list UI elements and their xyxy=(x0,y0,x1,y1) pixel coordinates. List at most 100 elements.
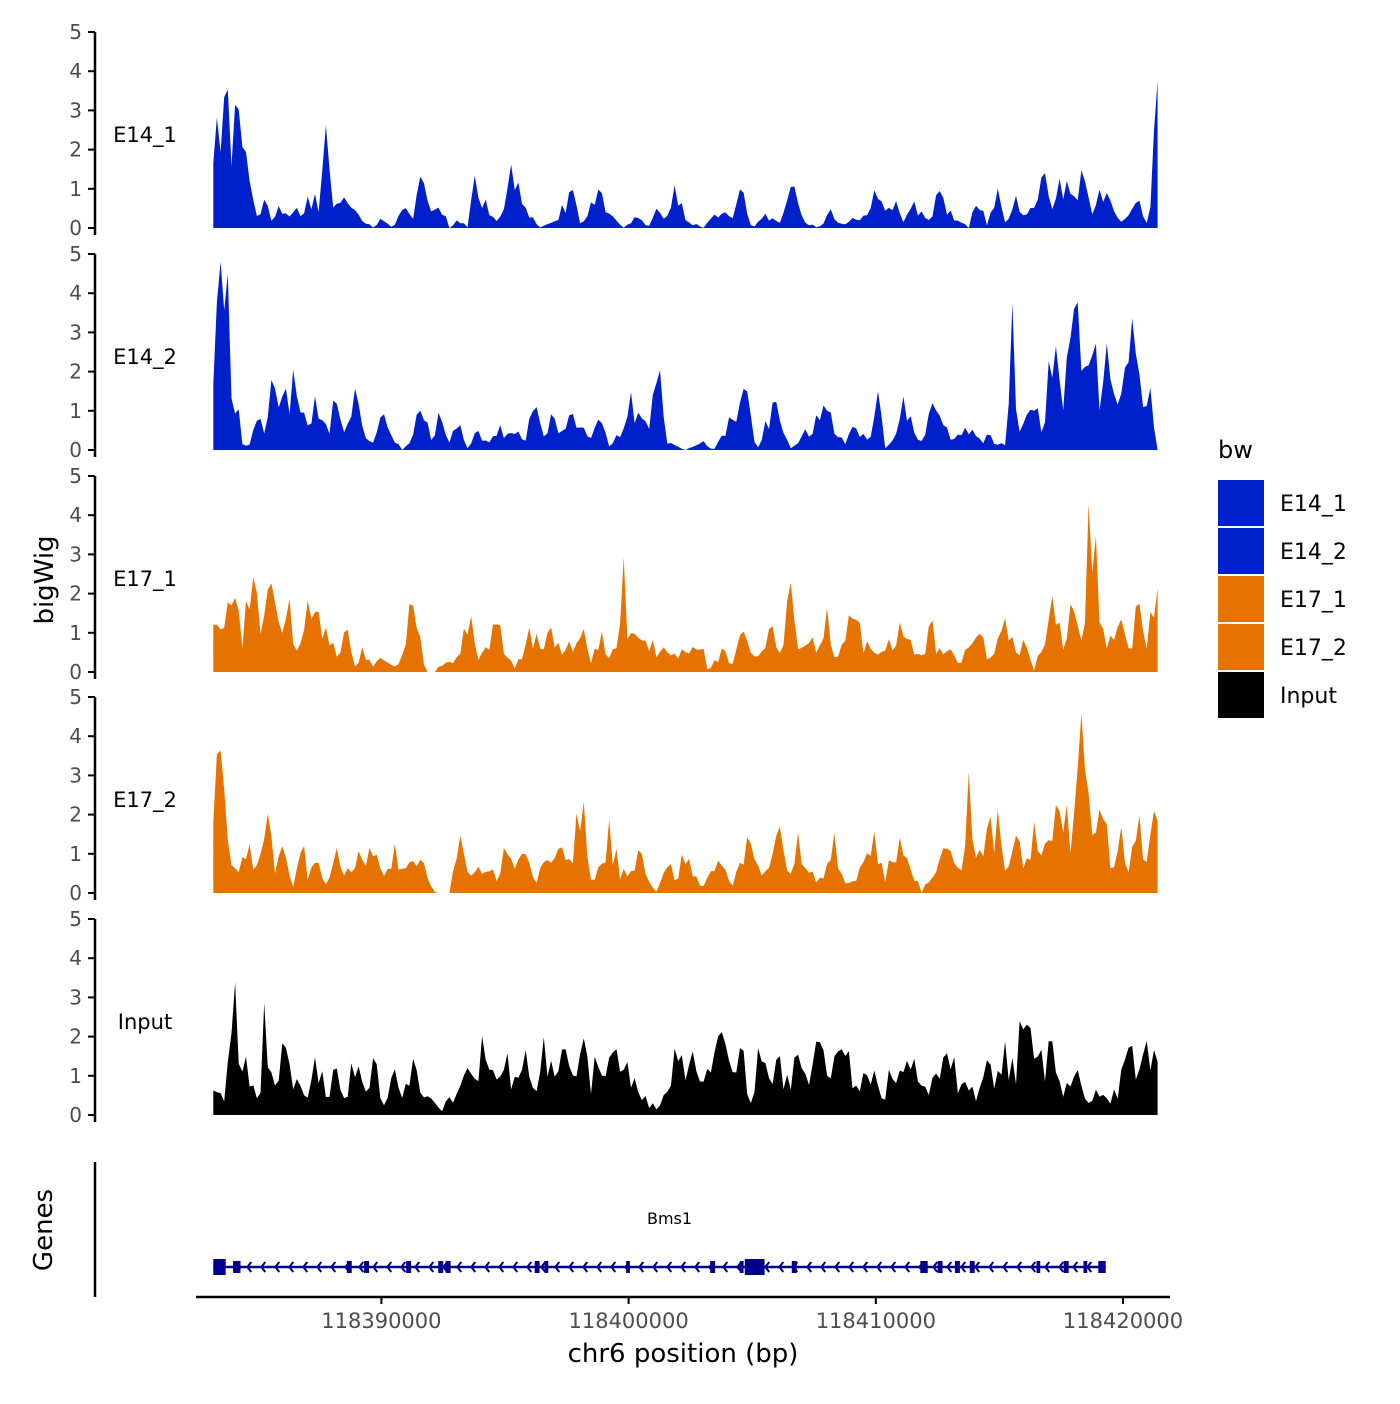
track-label: E14_1 xyxy=(113,123,177,148)
x-axis-label: chr6 position (bp) xyxy=(568,1339,799,1369)
track-e17-1: 0 1 2 3 4 5 E17_1 xyxy=(69,464,1158,684)
coverage-area xyxy=(213,982,1158,1115)
y-tick-label: 5 xyxy=(69,242,82,266)
legend-swatch xyxy=(1218,480,1264,526)
strand-arrow xyxy=(820,1261,827,1273)
strand-arrow xyxy=(498,1261,505,1273)
strand-arrow xyxy=(330,1261,337,1273)
y-tick-label: 4 xyxy=(69,59,82,83)
track-label: E17_2 xyxy=(113,788,177,813)
legend-label: E17_2 xyxy=(1280,636,1347,661)
strand-arrow xyxy=(400,1261,407,1273)
y-tick-label: 2 xyxy=(69,138,82,162)
coverage-area xyxy=(213,81,1158,228)
gene-exon xyxy=(969,1261,975,1273)
strand-arrow xyxy=(890,1261,897,1273)
legend-label: E17_1 xyxy=(1280,588,1347,613)
legend-swatch xyxy=(1218,624,1264,670)
strand-arrow xyxy=(932,1261,939,1273)
strand-arrow xyxy=(540,1261,547,1273)
strand-arrow xyxy=(666,1261,673,1273)
tracks: 0 1 2 3 4 5 E14_1 0 1 2 3 4 5 E14_2 0 1 2 3 4 5 E17_1 0 1 2 3 4 5 E… xyxy=(69,20,1158,1127)
genes-axis-label: Genes xyxy=(29,1189,59,1271)
y-tick-label: 4 xyxy=(69,503,82,527)
strand-arrow xyxy=(512,1261,519,1273)
x-tick-label: 118420000 xyxy=(1063,1309,1183,1333)
y-tick-label: 5 xyxy=(69,20,82,44)
legend: bw E14_1 E14_2 E17_1 E17_2 Input xyxy=(1218,436,1347,718)
x-tick-label: 118390000 xyxy=(321,1309,441,1333)
y-tick-label: 1 xyxy=(69,842,82,866)
strand-arrow xyxy=(484,1261,491,1273)
gene-exon xyxy=(346,1261,352,1273)
strand-arrow xyxy=(428,1261,435,1273)
strand-arrow xyxy=(722,1261,729,1273)
track-label: E14_2 xyxy=(113,345,177,370)
y-tick-label: 5 xyxy=(69,464,82,488)
y-tick-label: 4 xyxy=(69,281,82,305)
strand-arrow xyxy=(652,1261,659,1273)
strand-arrow xyxy=(974,1261,981,1273)
y-tick-label: 3 xyxy=(69,542,82,566)
gene-exon xyxy=(954,1261,960,1273)
strand-arrow xyxy=(288,1261,295,1273)
strand-arrow xyxy=(1044,1261,1051,1273)
strand-arrow xyxy=(470,1261,477,1273)
strand-arrow xyxy=(680,1261,687,1273)
y-tick-label: 1 xyxy=(69,399,82,423)
strand-arrow xyxy=(1072,1261,1079,1273)
genes-panel: Genes Bms1 xyxy=(29,1162,1106,1297)
gene-exon xyxy=(937,1261,943,1273)
y-tick-label: 3 xyxy=(69,763,82,787)
y-tick-label: 1 xyxy=(69,177,82,201)
strand-arrow xyxy=(1030,1261,1037,1273)
y-tick-label: 0 xyxy=(69,881,82,905)
gene-exon xyxy=(534,1261,540,1273)
legend-label: Input xyxy=(1280,684,1337,709)
strand-arrow xyxy=(904,1261,911,1273)
strand-arrow xyxy=(386,1261,393,1273)
gene-exon xyxy=(1063,1261,1069,1273)
gene-exon xyxy=(1036,1261,1041,1273)
gene-exon xyxy=(213,1259,226,1275)
strand-arrow xyxy=(834,1261,841,1273)
y-tick-label: 3 xyxy=(69,320,82,344)
strand-arrow xyxy=(1016,1261,1023,1273)
strand-arrow xyxy=(610,1261,617,1273)
track-label: Input xyxy=(118,1010,172,1034)
legend-title: bw xyxy=(1218,436,1253,464)
strand-arrow xyxy=(638,1261,645,1273)
track-e14-1: 0 1 2 3 4 5 E14_1 xyxy=(69,20,1158,240)
strand-arrow xyxy=(778,1261,785,1273)
strand-arrow xyxy=(260,1261,267,1273)
y-tick-label: 3 xyxy=(69,98,82,122)
track-e14-2: 0 1 2 3 4 5 E14_2 xyxy=(69,242,1158,462)
coverage-area xyxy=(213,261,1158,450)
y-tick-label: 2 xyxy=(69,360,82,384)
strand-arrow xyxy=(582,1261,589,1273)
strand-arrow xyxy=(988,1261,995,1273)
coverage-area xyxy=(213,504,1158,672)
strand-arrow xyxy=(806,1261,813,1273)
strand-arrow xyxy=(960,1261,967,1273)
gene-exon xyxy=(233,1261,241,1273)
strand-arrow xyxy=(862,1261,869,1273)
y-tick-label: 1 xyxy=(69,1064,82,1088)
legend-swatch xyxy=(1218,528,1264,574)
track-input: 0 1 2 3 4 5 Input xyxy=(69,907,1158,1127)
gene-exon xyxy=(406,1261,412,1273)
strand-arrow xyxy=(414,1261,421,1273)
x-axis: 118390000 118400000 118410000 118420000 xyxy=(196,1295,1183,1333)
legend-label: E14_1 xyxy=(1280,492,1347,517)
strand-arrow xyxy=(568,1261,575,1273)
strand-arrow xyxy=(848,1261,855,1273)
gene-exon xyxy=(710,1261,716,1273)
strand-arrow xyxy=(946,1261,953,1273)
strand-arrow xyxy=(764,1261,771,1273)
y-tick-label: 4 xyxy=(69,724,82,748)
gene-name: Bms1 xyxy=(647,1209,692,1228)
y-axis-label: bigWig xyxy=(30,535,60,624)
x-tick-label: 118410000 xyxy=(816,1309,936,1333)
gene-exon xyxy=(1098,1261,1106,1273)
